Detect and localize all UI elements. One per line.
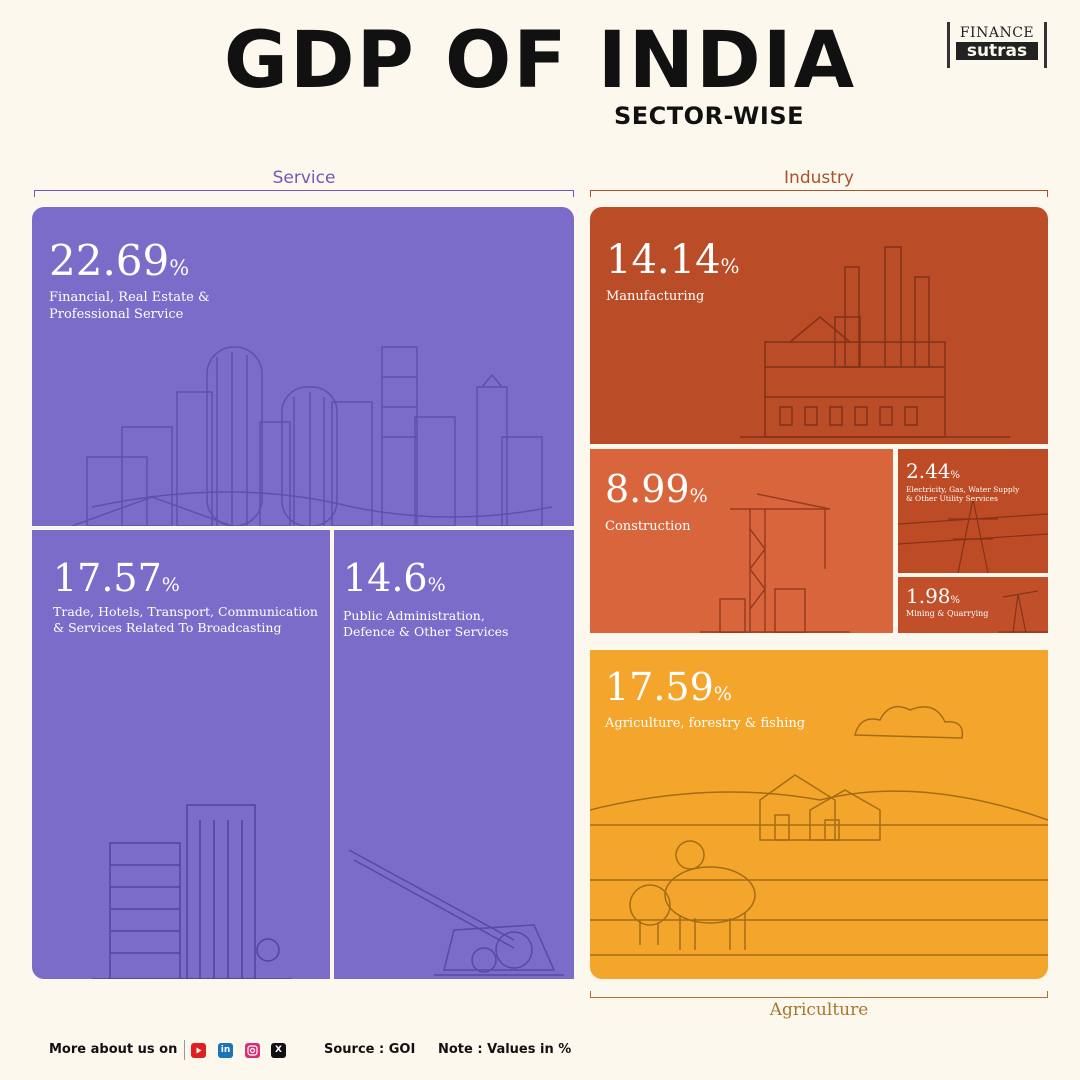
financial-label: Financial, Real Estate & Professional Se…	[49, 290, 210, 322]
mining-value: 1.98%	[906, 584, 961, 608]
service-group-label: Service	[272, 168, 336, 188]
tile-construction: 8.99% Construction	[590, 449, 893, 633]
crane-illustration	[700, 493, 850, 633]
tile-manufacturing: 14.14% Manufacturing	[590, 207, 1048, 444]
agriculture-group-label: Agriculture	[769, 1000, 869, 1020]
brand-logo: FINANCE sutras	[947, 22, 1047, 68]
artillery-illustration	[348, 849, 564, 976]
trade-value: 17.57%	[53, 556, 180, 600]
page-title: GDP OF INDIA	[223, 16, 857, 106]
factory-illustration	[740, 246, 1010, 438]
financial-value: 22.69%	[49, 236, 190, 285]
tile-public-administration: 14.6% Public Administration, Defence & O…	[334, 530, 574, 979]
agriculture-value: 17.59%	[605, 665, 732, 709]
service-bracket	[34, 190, 574, 197]
page-subtitle: SECTOR-WISE	[614, 102, 805, 130]
agriculture-bracket	[590, 991, 1048, 998]
tile-agriculture: 17.59% Agriculture, forestry & fishing	[590, 650, 1048, 979]
industry-group-label: Industry	[784, 168, 854, 188]
more-about-us-text: More about us on	[49, 1042, 178, 1057]
logo-top-text: FINANCE	[959, 25, 1035, 41]
tile-mining-quarrying: 1.98% Mining & Quarrying	[898, 577, 1048, 633]
agriculture-label: Agriculture, forestry & fishing	[605, 716, 806, 731]
construction-value: 8.99%	[605, 467, 708, 511]
youtube-icon[interactable]	[191, 1043, 206, 1058]
mining-label: Mining & Quarrying	[906, 609, 989, 618]
electricity-value: 2.44%	[906, 459, 961, 483]
footer-divider	[184, 1040, 185, 1060]
oil-pump-illustration	[998, 590, 1048, 633]
trade-label: Trade, Hotels, Transport, Communication …	[53, 604, 318, 636]
logo-bottom-text: sutras	[956, 42, 1038, 60]
public-admin-value: 14.6%	[343, 556, 446, 600]
instagram-icon[interactable]	[245, 1043, 260, 1058]
manufacturing-label: Manufacturing	[606, 289, 705, 304]
tile-trade-hotels-transport: 17.57% Trade, Hotels, Transport, Communi…	[32, 530, 330, 979]
office-building-illustration	[92, 804, 292, 979]
electricity-label: Electricity, Gas, Water Supply & Other U…	[906, 485, 1020, 504]
manufacturing-value: 14.14%	[606, 237, 740, 283]
tile-financial-real-estate: 22.69% Financial, Real Estate & Professi…	[32, 207, 574, 526]
source-text: Source : GOI	[324, 1042, 416, 1057]
linkedin-icon[interactable]: in	[218, 1043, 233, 1058]
industry-bracket	[590, 190, 1048, 197]
farm-illustration	[590, 705, 1048, 956]
construction-label: Construction	[605, 519, 691, 534]
note-text: Note : Values in %	[438, 1042, 572, 1057]
public-admin-label: Public Administration, Defence & Other S…	[343, 608, 509, 640]
x-icon[interactable]: X	[271, 1043, 286, 1058]
tile-electricity-utilities: 2.44% Electricity, Gas, Water Supply & O…	[898, 449, 1048, 573]
power-tower-illustration	[898, 498, 1048, 573]
city-skyline-illustration	[71, 346, 553, 526]
